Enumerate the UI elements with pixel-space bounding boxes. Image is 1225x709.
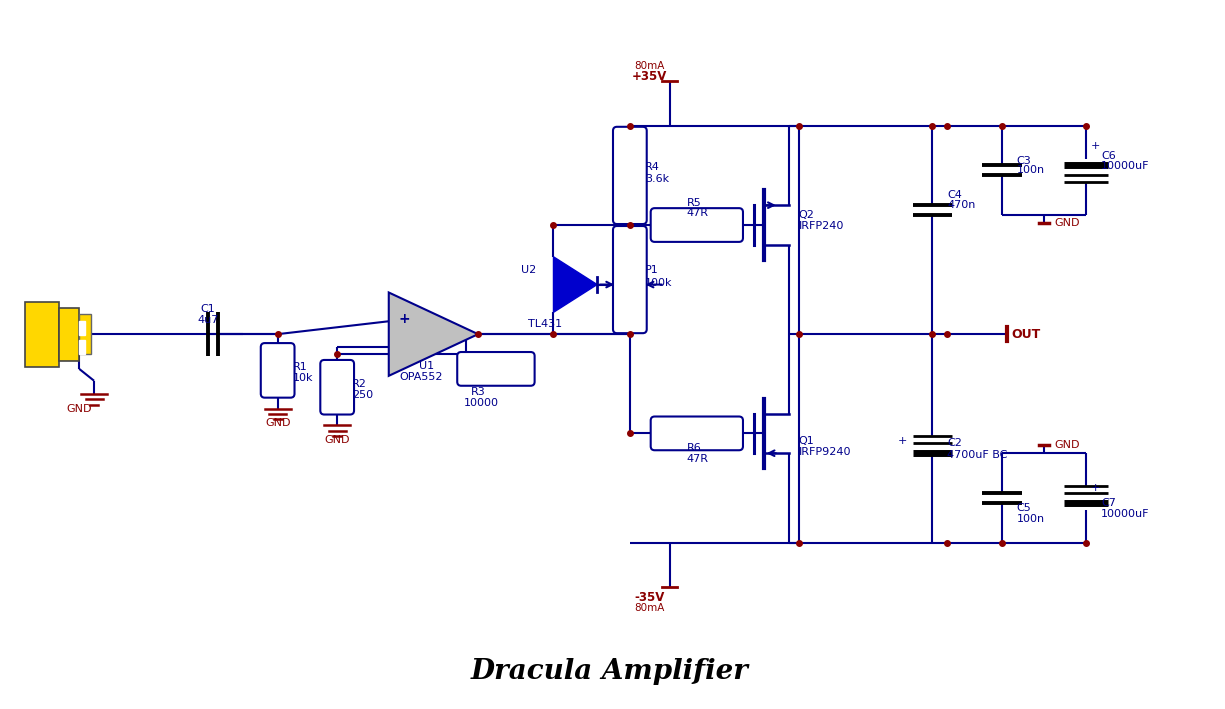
Text: +: + (1091, 140, 1100, 150)
Text: R1: R1 (293, 362, 307, 372)
Text: IRFP240: IRFP240 (799, 221, 844, 231)
Text: GND: GND (1054, 218, 1079, 228)
Bar (59, 308, 80, 361)
Bar (1065, 486, 1109, 496)
FancyBboxPatch shape (612, 127, 647, 224)
Text: C3: C3 (1017, 155, 1031, 165)
Text: 47R: 47R (687, 208, 709, 218)
FancyBboxPatch shape (650, 416, 744, 450)
Text: GND: GND (265, 418, 290, 428)
Text: 10000uF: 10000uF (1101, 509, 1149, 519)
Text: OPA552: OPA552 (399, 372, 443, 382)
Text: 470n: 470n (947, 200, 976, 210)
Bar (913, 436, 952, 446)
Text: R4: R4 (644, 162, 659, 172)
Text: R3: R3 (472, 386, 486, 397)
Text: +: + (1091, 483, 1100, 493)
Text: 3.6k: 3.6k (644, 174, 669, 184)
FancyBboxPatch shape (612, 226, 647, 333)
Bar (1065, 172, 1109, 182)
FancyBboxPatch shape (320, 360, 354, 415)
Text: U1: U1 (419, 361, 434, 371)
Text: Q1: Q1 (799, 436, 815, 446)
Text: C4: C4 (947, 190, 962, 200)
Polygon shape (554, 257, 597, 313)
Text: 100k: 100k (644, 277, 673, 288)
Text: 250: 250 (352, 390, 374, 400)
Text: C7: C7 (1101, 498, 1116, 508)
Text: Dracula Amplifier: Dracula Amplifier (472, 658, 748, 685)
Text: OUT: OUT (1012, 328, 1041, 340)
Bar (24, 303, 59, 367)
Text: IRFP9240: IRFP9240 (799, 447, 851, 457)
Text: C1: C1 (201, 304, 216, 314)
Text: R6: R6 (687, 443, 702, 453)
Text: GND: GND (66, 403, 92, 413)
Text: C2: C2 (947, 438, 962, 448)
Text: R2: R2 (352, 379, 368, 389)
Text: +: + (398, 312, 410, 326)
Text: 10000: 10000 (464, 398, 499, 408)
Text: P1: P1 (644, 264, 659, 274)
Text: 10k: 10k (293, 373, 314, 383)
Text: R5: R5 (687, 199, 702, 208)
Text: 100n: 100n (1017, 165, 1045, 175)
FancyBboxPatch shape (261, 343, 294, 398)
Text: GND: GND (325, 435, 350, 445)
Text: +35V: +35V (632, 69, 668, 83)
Text: C5: C5 (1017, 503, 1031, 513)
Polygon shape (388, 293, 478, 376)
Text: 4u7: 4u7 (197, 316, 219, 325)
Text: 80mA: 80mA (635, 603, 665, 613)
Text: C6: C6 (1101, 150, 1116, 160)
Text: U2: U2 (521, 264, 537, 274)
FancyBboxPatch shape (650, 208, 744, 242)
Bar (80, 321, 85, 335)
Text: GND: GND (1054, 440, 1079, 450)
Text: -35V: -35V (635, 591, 665, 603)
Text: +: + (898, 436, 908, 446)
Text: 10000uF: 10000uF (1101, 162, 1149, 172)
Text: 47R: 47R (687, 454, 709, 464)
Bar (80, 340, 85, 354)
Text: Q2: Q2 (799, 210, 815, 220)
Bar (80, 314, 91, 354)
FancyBboxPatch shape (457, 352, 534, 386)
Text: 80mA: 80mA (635, 61, 665, 72)
Text: 4700uF BC: 4700uF BC (947, 450, 1008, 460)
Text: 100n: 100n (1017, 514, 1045, 524)
Text: TL431: TL431 (528, 319, 562, 329)
